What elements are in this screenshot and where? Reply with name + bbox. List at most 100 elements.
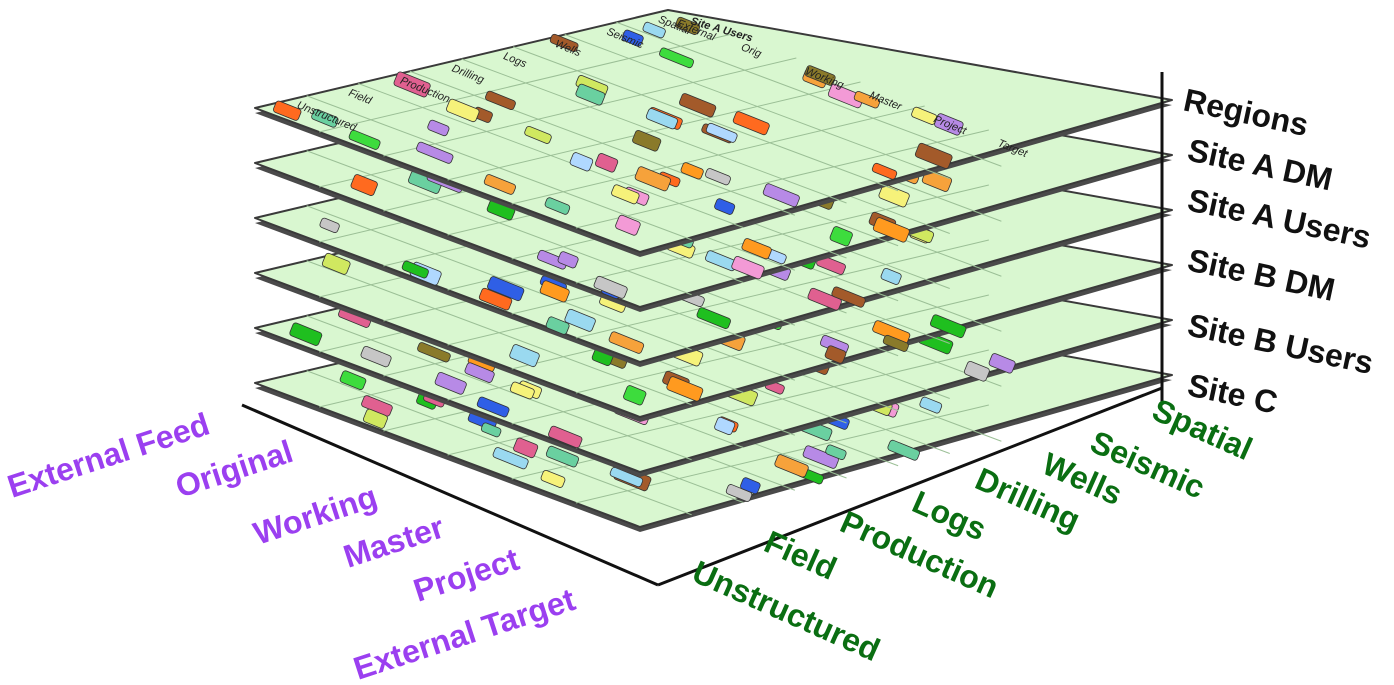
data-block [524, 125, 552, 144]
grid-line [512, 46, 899, 192]
data-block [705, 122, 738, 143]
grid-line [306, 205, 692, 351]
stage-label: Project [409, 541, 524, 609]
data-block [321, 252, 351, 275]
data-block [545, 316, 570, 335]
data-block [678, 93, 717, 118]
data-block [363, 408, 388, 429]
data-block [480, 422, 502, 438]
data-block [539, 280, 570, 303]
data-block [485, 90, 516, 110]
data-block [919, 396, 943, 414]
data-block [825, 444, 847, 461]
data-block [393, 71, 431, 98]
data-block [882, 334, 909, 352]
data-block [714, 198, 736, 215]
grid-line [409, 70, 796, 216]
data-block [659, 47, 694, 69]
data-block [446, 98, 480, 123]
data-block [427, 119, 450, 137]
data-block [804, 65, 836, 86]
data-block [545, 445, 580, 468]
layer-label: Site A Users [1185, 182, 1375, 256]
data-block [680, 162, 704, 180]
data-block [509, 344, 540, 368]
data-block [929, 314, 967, 339]
data-block [705, 168, 731, 186]
data-block [509, 381, 535, 400]
data-block [595, 153, 619, 173]
data-block [642, 21, 666, 39]
data-block [880, 267, 902, 285]
grid-line [306, 370, 692, 516]
data-block [478, 287, 513, 311]
data-block [988, 353, 1016, 374]
domain-label: Field [759, 524, 842, 587]
data-block [569, 152, 594, 172]
data-block [645, 108, 678, 130]
data-block [513, 437, 539, 459]
grid-line [306, 260, 692, 406]
data-block [714, 416, 736, 436]
grid-line [306, 95, 692, 241]
data-block [911, 106, 938, 125]
data-block [434, 371, 467, 395]
data-block [829, 226, 853, 247]
data-block [831, 286, 866, 308]
data-block [774, 454, 809, 478]
data-block [401, 260, 429, 279]
data-block [762, 183, 800, 208]
data-block [632, 129, 662, 152]
data-block [557, 251, 579, 269]
data-block [732, 111, 770, 136]
stage-axis-line [241, 403, 659, 587]
data-block [544, 197, 571, 215]
grid-line [358, 83, 744, 228]
data-block [416, 141, 454, 164]
data-block [289, 322, 323, 346]
data-block [464, 362, 495, 383]
grid-line [461, 58, 847, 204]
data-block [853, 90, 881, 109]
data-block [740, 477, 761, 495]
data-block [339, 370, 367, 391]
domain-label: Unstructured [687, 554, 885, 669]
data-block [615, 214, 641, 236]
data-block [487, 276, 525, 302]
data-block [319, 217, 340, 234]
data-block [696, 307, 731, 329]
data-block [634, 166, 672, 192]
data-block [608, 331, 645, 354]
data-block [575, 83, 606, 106]
data-block [824, 345, 847, 364]
data-block [548, 425, 583, 449]
data-block [476, 396, 510, 418]
grid-line [306, 150, 692, 296]
domain-axis-line [657, 386, 1163, 587]
data-block [611, 184, 640, 205]
data-block [549, 33, 579, 53]
grid-line [306, 315, 692, 461]
data-block [350, 174, 378, 196]
data-block [666, 376, 704, 402]
data-block [492, 447, 529, 470]
data-block [914, 142, 953, 169]
data-block [609, 467, 644, 488]
data-block [417, 342, 451, 363]
data-block [623, 385, 647, 406]
data-block [675, 16, 701, 35]
data-block [807, 287, 842, 311]
data-block [878, 183, 910, 208]
data-block [872, 217, 910, 243]
grid-line [564, 34, 950, 179]
data-block [483, 174, 516, 195]
data-block [273, 100, 302, 121]
layer-label: Site B Users [1185, 307, 1377, 381]
data-block [311, 108, 339, 128]
data-block [621, 29, 644, 47]
grid-line [616, 21, 1002, 167]
data-block [564, 308, 596, 332]
